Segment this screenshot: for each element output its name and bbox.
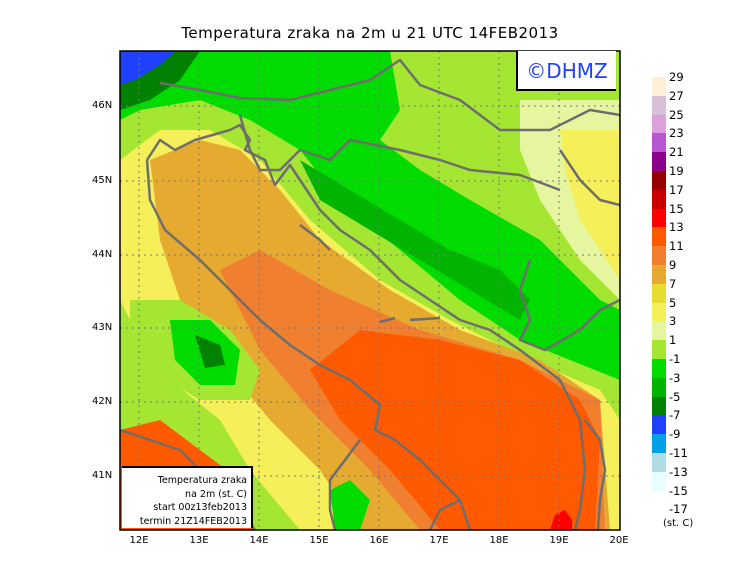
lon-tick: 14E: [249, 535, 269, 546]
lon-tick: 13E: [189, 535, 209, 546]
legend-label: -11: [669, 446, 688, 460]
legend-label: 1: [669, 333, 677, 348]
field-apennine-cold: [195, 335, 225, 368]
legend-swatch: [652, 227, 666, 247]
legend-label: -3: [669, 370, 681, 385]
info-line: na 2m (st. C): [185, 488, 247, 500]
legend-swatch: [652, 246, 666, 265]
legend-label: 7: [669, 276, 677, 291]
lat-tick: 43N: [92, 322, 113, 333]
legend-label: -15: [669, 483, 688, 498]
legend-swatch: [652, 340, 666, 359]
dhmz-logo: ©DHMZ: [516, 51, 616, 91]
legend-swatch: [652, 302, 666, 322]
lat-tick: 46N: [92, 100, 113, 111]
legend-label: 19: [669, 164, 684, 178]
legend-label: 29: [669, 70, 684, 84]
legend-label: 21: [669, 145, 684, 160]
legend-swatch: [652, 133, 666, 153]
lat-tick: 41N: [92, 470, 113, 481]
lat-tick: 42N: [92, 396, 113, 407]
legend-swatch: [652, 471, 666, 491]
legend-swatch: [652, 377, 666, 397]
legend-swatch: [652, 283, 666, 303]
legend-label: -1: [669, 352, 681, 366]
lon-tick: 18E: [489, 535, 509, 546]
legend-swatch: [652, 95, 666, 115]
field-alps-cold: [120, 51, 175, 85]
legend-label: -9: [669, 427, 681, 442]
legend-swatch: [652, 359, 666, 378]
map-title: Temperatura zraka na 2m u 21 UTC 14FEB20…: [181, 24, 559, 42]
legend-swatch: [652, 208, 666, 228]
legend-label: 9: [669, 258, 677, 272]
legend-swatch: [652, 415, 666, 435]
info-box: Temperatura zraka na 2m (st. C) start 00…: [122, 466, 253, 528]
legend-swatch: [652, 453, 666, 472]
legend-swatch: [652, 152, 666, 171]
legend-label: 27: [669, 88, 684, 103]
legend-label: 17: [669, 182, 684, 197]
legend-label: 15: [669, 201, 684, 216]
lon-tick: 19E: [549, 535, 569, 546]
lon-tick: 15E: [309, 535, 329, 546]
legend-label: 23: [669, 126, 684, 141]
lat-tick: 45N: [92, 175, 113, 186]
legend-label: 25: [669, 107, 684, 122]
legend-swatch: [652, 171, 666, 190]
legend-units: (st. C): [663, 518, 694, 529]
legend-swatch: [652, 189, 666, 209]
field-warmest: [550, 510, 572, 530]
legend-label: 13: [669, 220, 684, 235]
info-line: Temperatura zraka: [157, 475, 247, 486]
field-east-warm: [560, 130, 620, 280]
field-dinaric: [300, 160, 530, 320]
field-sea-south: [310, 330, 600, 530]
lon-tick: 12E: [129, 535, 149, 546]
legend-swatch: [652, 396, 666, 416]
grid-lines: [120, 51, 620, 530]
legend-swatch: [652, 434, 666, 453]
legend-swatch: [652, 265, 666, 284]
lat-tick: 44N: [92, 249, 113, 260]
legend-swatch: [652, 321, 666, 341]
lon-tick: 20E: [609, 535, 629, 546]
info-line: termin 21Z14FEB2013: [139, 515, 247, 527]
legend-label: 11: [669, 239, 684, 254]
info-line: start 00z13feb2013: [153, 502, 247, 513]
map-frame: [119, 50, 621, 531]
legend-label: 5: [669, 295, 677, 310]
legend-label: -17: [669, 502, 688, 517]
legend-label: -5: [669, 389, 681, 404]
legend-swatch: [652, 114, 666, 134]
legend-label: -7: [669, 408, 681, 423]
lon-tick: 16E: [369, 535, 389, 546]
lon-tick: 17E: [429, 535, 449, 546]
color-legend: 29 27 25 23 21 19 17 15 13 11 9 7 5 3 1 …: [652, 71, 732, 517]
legend-label: 3: [669, 314, 677, 329]
legend-swatch: [652, 77, 666, 96]
field-calabria: [330, 480, 370, 530]
legend-label: -13: [669, 464, 688, 479]
